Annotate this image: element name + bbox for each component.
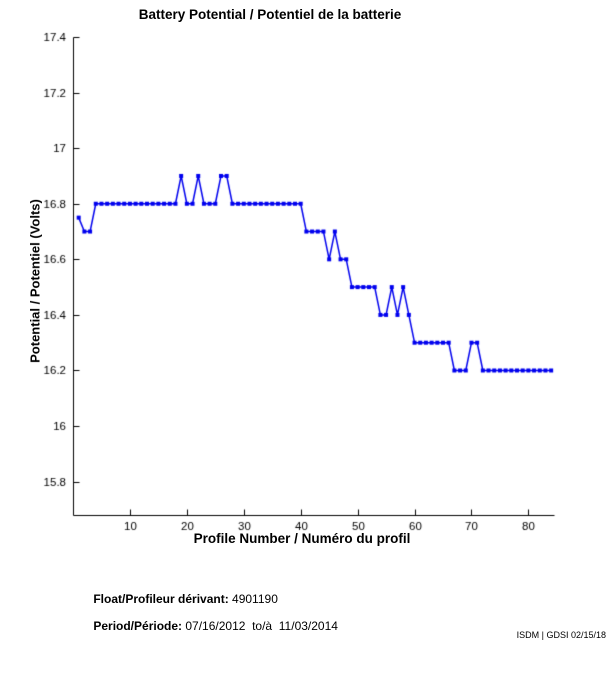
float-id-label: Float/Profileur dérivant: xyxy=(93,592,229,606)
battery-potential-line-chart xyxy=(0,0,611,560)
y-axis-label: Potential / Potentiel (Volts) xyxy=(27,199,43,363)
x-axis-label: Profile Number / Numéro du profil xyxy=(193,531,411,546)
float-id-line: Float/Profileur dérivant: 4901190 xyxy=(80,578,278,620)
period-value: 07/16/2012 to/à 11/03/2014 xyxy=(182,619,338,633)
float-id-value: 4901190 xyxy=(228,592,278,606)
period-line: Period/Période: 07/16/2012 to/à 11/03/20… xyxy=(80,605,338,647)
credit-text: ISDM | GDSI 02/15/18 xyxy=(516,630,606,640)
period-label: Period/Période: xyxy=(93,619,183,633)
